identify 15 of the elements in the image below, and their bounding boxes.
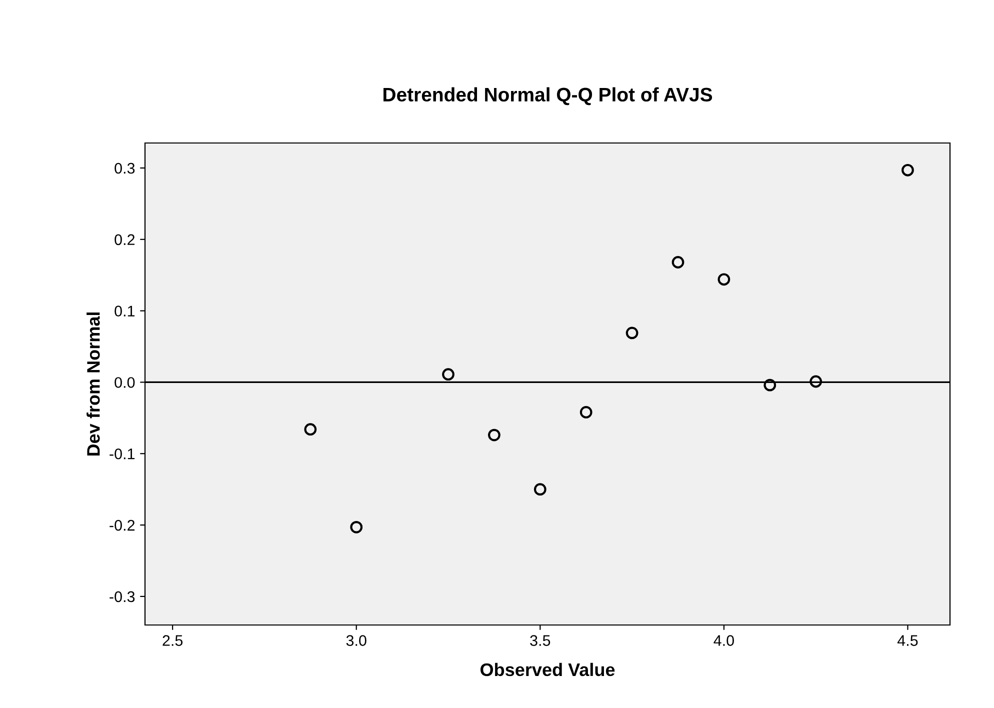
y-tick-label: 0.0 bbox=[114, 377, 135, 388]
y-tick-label: 0.3 bbox=[114, 162, 135, 174]
y-axis-title: Dev from Normal bbox=[86, 312, 100, 456]
y-tick-label: 0.2 bbox=[114, 234, 135, 246]
x-tick-label: 4.0 bbox=[714, 635, 734, 646]
x-tick-label: 4.5 bbox=[897, 635, 918, 646]
y-tick-label: -0.3 bbox=[110, 591, 135, 602]
y-tick-label: 0.1 bbox=[114, 306, 135, 316]
chart-title: Detrended Normal Q-Q Plot of AVJS bbox=[384, 87, 712, 106]
x-tick-label: 3.0 bbox=[346, 635, 366, 646]
y-tick-label: -0.2 bbox=[110, 520, 135, 531]
y-tick-label: -0.1 bbox=[110, 448, 135, 460]
x-axis-title: Observed Value bbox=[480, 662, 615, 676]
x-tick-label: 2.5 bbox=[162, 635, 183, 646]
x-tick-label: 3.5 bbox=[530, 635, 550, 646]
